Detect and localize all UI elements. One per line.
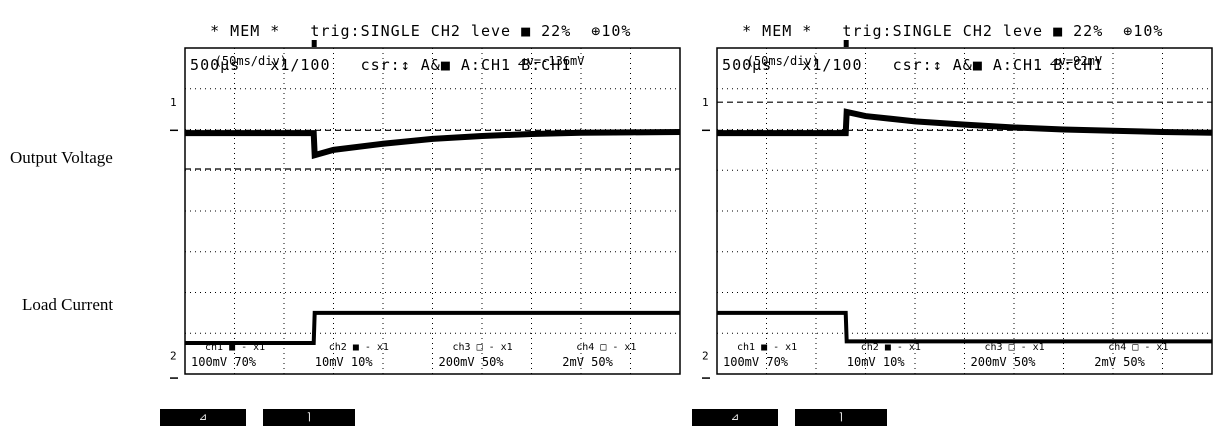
output-voltage-trace <box>185 128 681 160</box>
channel-2-settings: 10mV 10% <box>315 355 374 369</box>
scope-header: * MEM * trig:SINGLE CH2 leve ■ 22% ⊕10% … <box>170 6 631 108</box>
load-current-label: Load Current <box>22 295 114 314</box>
channel-3-name: ch3 □ - x1 <box>985 342 1045 353</box>
load-current-trace <box>717 310 1212 344</box>
delta-softkey[interactable]: ⊿ <box>160 409 246 426</box>
timebase-readout: (50ms/div) <box>215 54 287 68</box>
channel-2-marker: 2 <box>702 350 709 363</box>
channel-2-marker: 2 <box>170 350 177 363</box>
delta-voltage-readout: ⊿v=-136mV <box>517 54 585 68</box>
oscilloscope-plot: 1 2 (50ms/div) ⊿v=-136mV ch1 ■ - x1 100mV 70%… <box>170 40 681 379</box>
channel-2-name: ch2 ■ - x1 <box>861 342 921 353</box>
scope-header: * MEM * trig:SINGLE CH2 leve ■ 22% ⊕10% … <box>702 6 1163 108</box>
channel-4-settings: 2mV 50% <box>562 355 613 369</box>
load-current-trace <box>185 310 680 346</box>
channel-1-marker: 1 <box>170 96 177 109</box>
output-voltage-label: Output Voltage <box>10 148 113 167</box>
trigger-marker <box>843 40 849 47</box>
cursor-softkey[interactable]: ⌉ <box>263 409 355 426</box>
channel-4-name: ch4 □ - x1 <box>1108 342 1168 353</box>
header-line-1: * MEM * trig:SINGLE CH2 leve ■ 22% ⊕10% <box>742 22 1164 40</box>
header-line-2: 500µs x1/100 csr:↕ A&■ A:CH1 B:CH1 <box>170 56 572 74</box>
channel-4-settings: 2mV 50% <box>1094 355 1145 369</box>
output-voltage-trace <box>717 108 1213 137</box>
header-line-2: 500µs x1/100 csr:↕ A&■ A:CH1 B:CH1 <box>702 56 1104 74</box>
channel-1-name: ch1 ■ - x1 <box>737 342 797 353</box>
channel-2-name: ch2 ■ - x1 <box>329 342 389 353</box>
delta-softkey[interactable]: ⊿ <box>692 409 778 426</box>
cursor-softkey[interactable]: ⌉ <box>795 409 887 426</box>
scope-panel-1: * MEM * trig:SINGLE CH2 leve ■ 22% ⊕10% … <box>160 0 682 426</box>
oscilloscope-plot: 1 2 (50ms/div) ⊿v=92mV ch1 ■ - x1 100mV 70% ch… <box>702 40 1213 379</box>
trigger-marker <box>311 40 317 47</box>
channel-2-settings: 10mV 10% <box>847 355 906 369</box>
channel-3-settings: 200mV 50% <box>971 355 1037 369</box>
channel-1-settings: 100mV 70% <box>723 355 789 369</box>
channel-3-settings: 200mV 50% <box>439 355 505 369</box>
channel-4-name: ch4 □ - x1 <box>576 342 636 353</box>
channel-3-name: ch3 □ - x1 <box>453 342 513 353</box>
channel-1-settings: 100mV 70% <box>191 355 257 369</box>
plot-frame <box>184 47 681 375</box>
plot-frame <box>716 47 1213 375</box>
header-line-1: * MEM * trig:SINGLE CH2 leve ■ 22% ⊕10% <box>210 22 632 40</box>
scope-panel-2: * MEM * trig:SINGLE CH2 leve ■ 22% ⊕10% … <box>692 0 1214 426</box>
channel-1-marker: 1 <box>702 96 709 109</box>
timebase-readout: (50ms/div) <box>747 54 819 68</box>
channel-1-name: ch1 ■ - x1 <box>205 342 265 353</box>
delta-voltage-readout: ⊿v=92mV <box>1049 54 1102 68</box>
